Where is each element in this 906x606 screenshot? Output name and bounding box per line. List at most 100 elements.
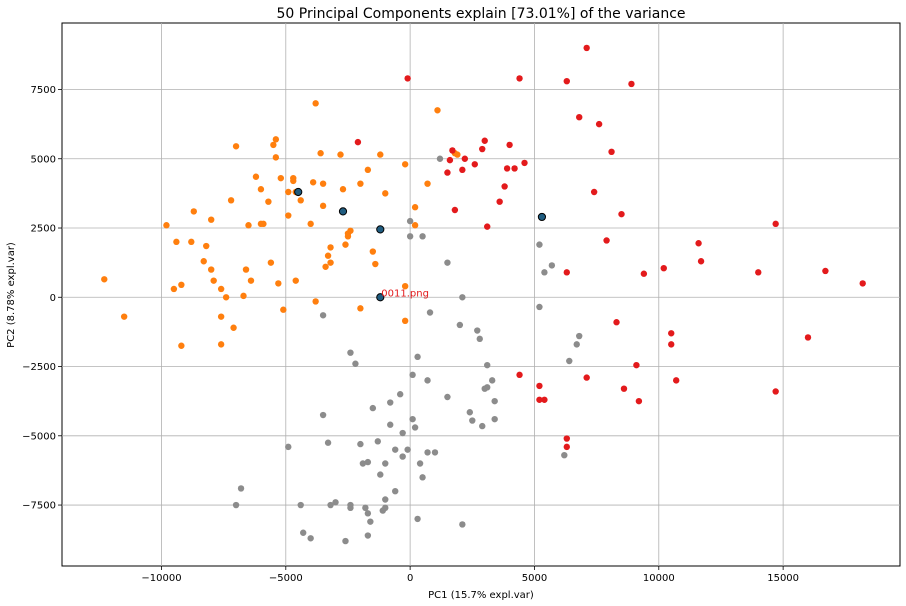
orange-point — [285, 188, 292, 196]
orange-point — [401, 161, 409, 168]
orange-point — [411, 222, 419, 229]
orange-point — [424, 180, 431, 187]
orange-point — [275, 280, 282, 287]
orange-point — [217, 341, 225, 348]
y-tick-label: 7500 — [31, 85, 56, 96]
orange-point — [272, 154, 280, 161]
orange-point — [327, 244, 334, 251]
orange-point — [267, 259, 275, 266]
gray-point — [396, 391, 404, 398]
gray-point — [536, 241, 543, 248]
orange-point — [322, 263, 329, 270]
gray-point — [319, 411, 327, 419]
y-tick-label: 2500 — [31, 224, 56, 235]
orange-point — [101, 276, 108, 283]
red-point — [563, 435, 570, 442]
gray-point — [491, 397, 498, 405]
orange-point — [382, 190, 389, 197]
orange-point — [312, 298, 319, 305]
gray-point — [332, 499, 339, 506]
gray-point — [414, 353, 421, 361]
red-point — [536, 396, 543, 403]
orange-point — [369, 248, 377, 255]
red-point — [608, 148, 615, 156]
gray-point — [392, 446, 399, 453]
orange-point — [319, 180, 327, 187]
red-point — [536, 382, 543, 390]
red-point — [618, 210, 625, 218]
orange-point — [357, 305, 364, 312]
red-point — [506, 141, 513, 149]
red-point — [479, 145, 486, 153]
orange-point — [342, 241, 349, 248]
x-tick-label: 10000 — [643, 573, 675, 584]
orange-point — [245, 222, 252, 229]
orange-point — [252, 173, 260, 180]
orange-point — [292, 277, 299, 284]
gray-point — [347, 501, 354, 509]
gray-point — [424, 449, 431, 456]
y-tick-label: −2500 — [22, 362, 56, 373]
orange-point — [317, 150, 324, 157]
orange-point — [200, 258, 207, 265]
orange-point — [203, 242, 210, 250]
gray-point — [347, 349, 354, 356]
orange-point — [188, 238, 195, 246]
gray-point — [573, 341, 580, 348]
orange-point — [309, 179, 317, 186]
red-point — [697, 258, 705, 265]
red-point — [484, 223, 491, 230]
orange-point — [280, 306, 287, 313]
orange-point — [290, 177, 297, 185]
gray-point — [491, 415, 498, 423]
y-tick-label: −5000 — [22, 431, 56, 442]
orange-point — [337, 151, 344, 158]
orange-point — [434, 107, 441, 114]
gray-point — [300, 529, 307, 536]
gray-point — [297, 501, 304, 509]
orange-point — [163, 222, 170, 229]
red-point — [695, 240, 702, 247]
orange-point — [240, 292, 247, 300]
x-tick-label: 15000 — [767, 573, 799, 584]
red-point — [633, 361, 640, 369]
orange-point — [217, 313, 225, 320]
gray-point — [476, 335, 483, 343]
highlight-point — [376, 293, 385, 302]
gray-point — [392, 487, 399, 495]
red-point — [481, 137, 488, 144]
gray-point — [382, 496, 389, 503]
orange-point — [277, 174, 285, 182]
red-point — [449, 147, 456, 154]
red-point — [635, 397, 643, 405]
red-point — [603, 237, 610, 244]
gray-point — [374, 438, 382, 445]
gray-point — [576, 332, 583, 340]
gray-point — [469, 417, 476, 424]
gray-point — [406, 233, 414, 240]
red-point — [673, 377, 680, 384]
orange-point — [190, 208, 197, 215]
red-point — [772, 388, 779, 395]
red-point — [583, 44, 590, 52]
orange-point — [210, 277, 217, 284]
gray-point — [459, 294, 466, 301]
red-point — [541, 396, 548, 403]
gray-point — [444, 393, 451, 401]
red-point — [563, 77, 570, 85]
red-point — [595, 120, 603, 128]
plot-area — [61, 22, 901, 567]
orange-point — [347, 227, 354, 234]
gray-point — [456, 321, 464, 329]
gray-point — [319, 312, 327, 319]
red-point — [446, 156, 454, 164]
gray-point — [285, 443, 292, 451]
gray-point — [369, 404, 377, 412]
orange-point — [319, 202, 327, 210]
orange-point — [312, 100, 319, 107]
gray-point — [399, 429, 406, 437]
gray-point — [426, 309, 434, 316]
orange-point — [401, 282, 409, 290]
orange-point — [173, 238, 180, 246]
